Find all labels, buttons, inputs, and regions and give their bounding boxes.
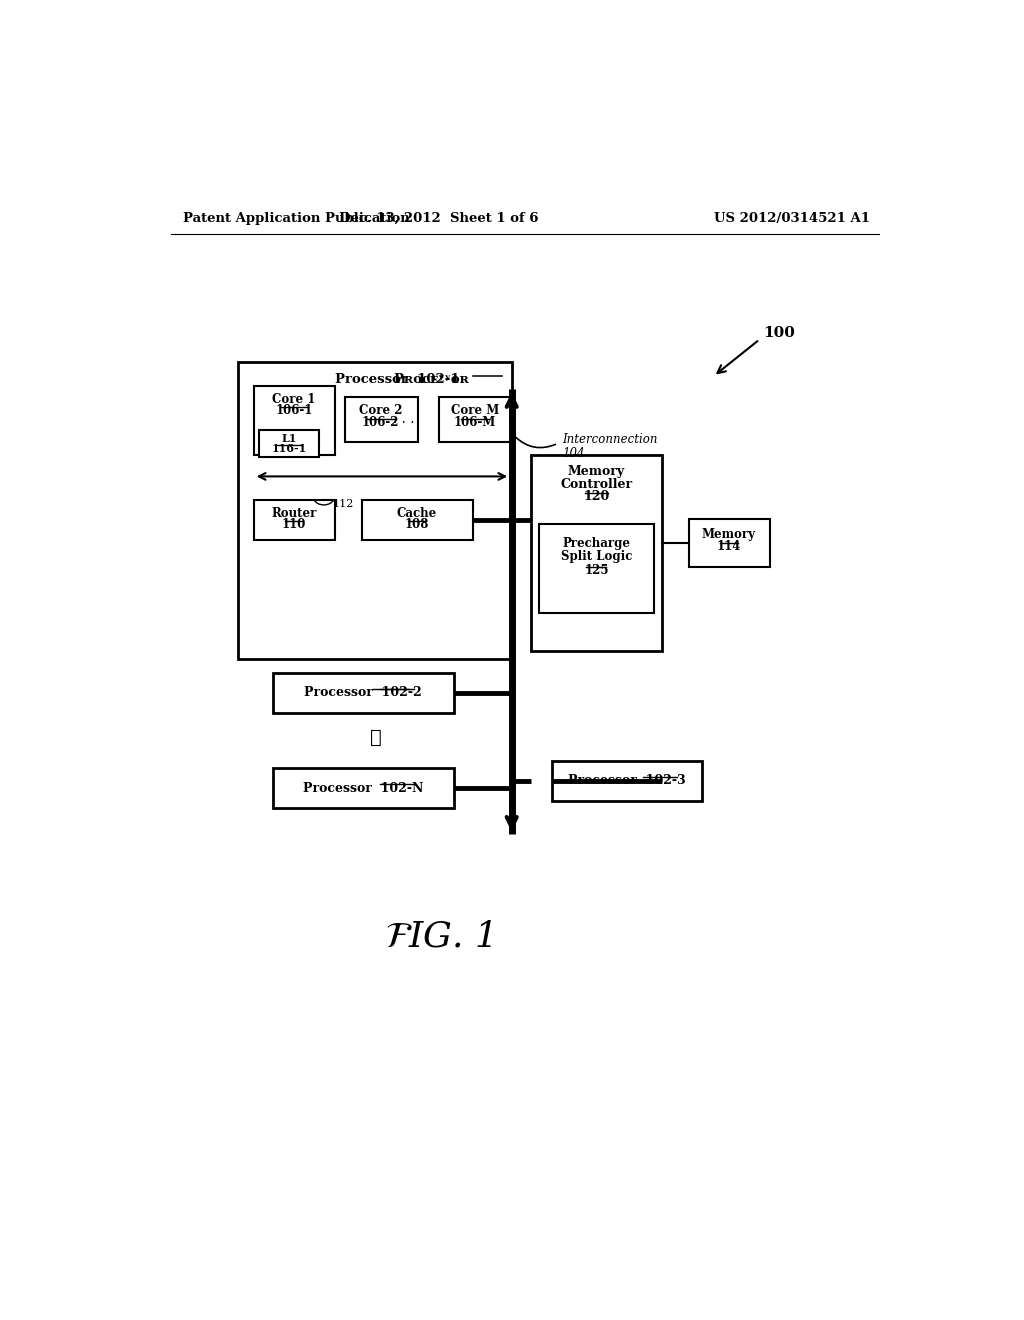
Bar xyxy=(254,385,335,455)
Bar xyxy=(254,499,335,540)
Text: 106-1: 106-1 xyxy=(275,404,312,417)
Text: L1: L1 xyxy=(282,433,297,444)
Text: Core M: Core M xyxy=(451,404,499,417)
Text: Precharge: Precharge xyxy=(562,537,631,550)
Bar xyxy=(259,430,319,457)
Text: Processor  102-1: Processor 102-1 xyxy=(336,372,460,385)
Text: 106-2: 106-2 xyxy=(362,416,399,429)
Text: 104: 104 xyxy=(562,446,585,459)
Text: Memory: Memory xyxy=(568,465,625,478)
Text: 106-M: 106-M xyxy=(454,416,496,429)
Text: Memory: Memory xyxy=(701,528,756,541)
Bar xyxy=(239,363,512,659)
Text: 114: 114 xyxy=(717,540,741,553)
Bar xyxy=(345,397,418,442)
Text: Patent Application Publication: Patent Application Publication xyxy=(183,213,410,224)
Text: 108: 108 xyxy=(404,519,429,532)
Text: Processor  102-3: Processor 102-3 xyxy=(567,774,685,787)
Text: 100: 100 xyxy=(764,326,796,341)
Text: Dec. 13, 2012  Sheet 1 of 6: Dec. 13, 2012 Sheet 1 of 6 xyxy=(339,213,539,224)
Text: Cache: Cache xyxy=(397,507,437,520)
Text: Pʀᴏᴄᴇʸʸᴏʀ: Pʀᴏᴄᴇʸʸᴏʀ xyxy=(393,372,473,385)
Text: 112: 112 xyxy=(333,499,354,510)
Text: . . .: . . . xyxy=(393,412,415,426)
Text: Core 2: Core 2 xyxy=(359,404,402,417)
Text: Core 1: Core 1 xyxy=(272,393,315,407)
Bar xyxy=(552,760,701,800)
Text: US 2012/0314521 A1: US 2012/0314521 A1 xyxy=(714,213,869,224)
Text: $\mathcal{F}$IG. 1: $\mathcal{F}$IG. 1 xyxy=(385,919,493,953)
Bar xyxy=(539,524,654,612)
Bar xyxy=(438,397,512,442)
Bar xyxy=(273,768,454,808)
Bar xyxy=(361,499,473,540)
Text: 116-1: 116-1 xyxy=(271,444,307,454)
Bar xyxy=(689,519,770,566)
Text: Interconnection: Interconnection xyxy=(562,433,657,446)
Text: 120: 120 xyxy=(584,490,609,503)
Text: Controller: Controller xyxy=(560,478,633,491)
FancyArrowPatch shape xyxy=(516,437,555,447)
Text: Split Logic: Split Logic xyxy=(561,550,632,564)
Text: ⋮: ⋮ xyxy=(370,729,381,746)
Text: Processor  102-2: Processor 102-2 xyxy=(304,686,422,700)
Text: Router: Router xyxy=(271,507,316,520)
Text: 125: 125 xyxy=(584,564,608,577)
Bar xyxy=(531,455,662,651)
Bar xyxy=(273,673,454,713)
Text: 110: 110 xyxy=(282,519,306,532)
Text: Processor  102-N: Processor 102-N xyxy=(303,781,423,795)
